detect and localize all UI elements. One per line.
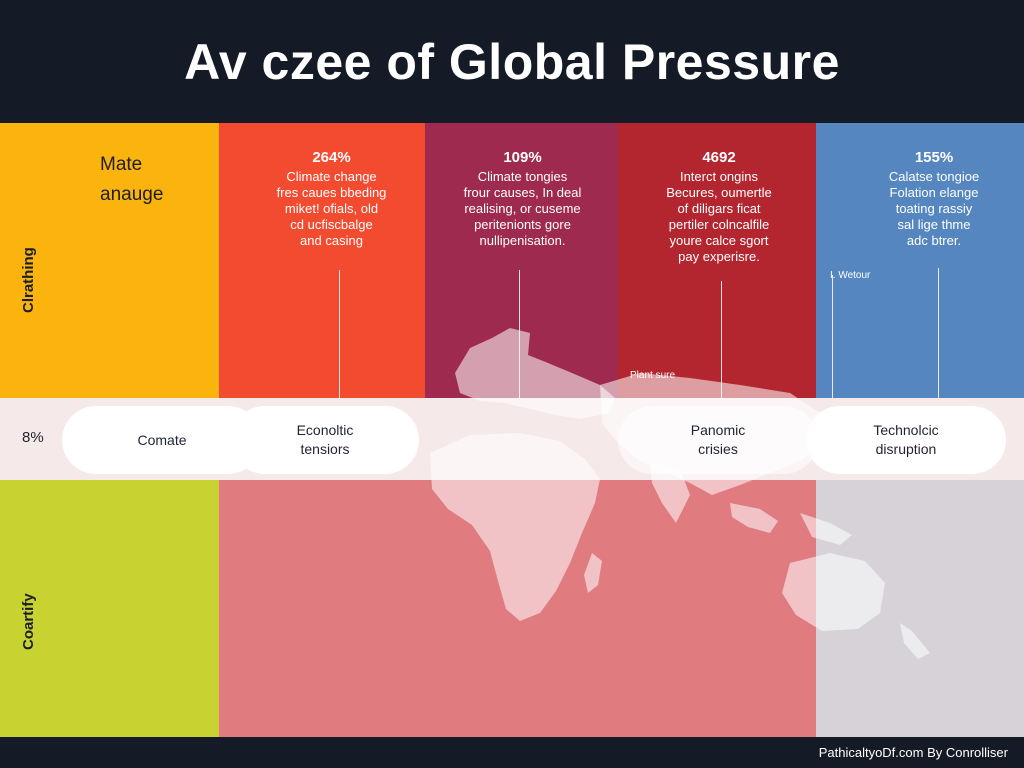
- stat-value: 4692: [702, 149, 736, 166]
- connector-line-3: [721, 281, 722, 398]
- pill-line1: Panomic: [690, 422, 746, 438]
- left-heading-line1: Mate: [100, 154, 143, 175]
- pill-economic: Econoltic tensiors: [231, 406, 419, 474]
- stat-text: Climate tongies frour causes, In deal re…: [463, 169, 582, 248]
- stat-block-1: 264% Climate change fres caues bbeding m…: [244, 150, 419, 249]
- pill-pandemic: Panomic crisies: [618, 406, 818, 474]
- pill-technologic: Technolcic disruption: [806, 406, 1006, 474]
- stat-text: Interct ongins Becures, oumertle of dili…: [666, 169, 772, 264]
- side-label-top: Clrathing: [20, 247, 37, 313]
- connector-line-5: [938, 268, 939, 398]
- infographic-stage: Clrathing Coartify Mate anauge 264% Clim…: [0, 123, 1024, 737]
- column-blue: [816, 123, 1024, 398]
- stat-block-4: 155% Calatse tongioe Folation elange toa…: [845, 150, 1023, 249]
- stat-value: 109%: [503, 149, 542, 166]
- page-title: Av czee of Global Pressure: [184, 33, 840, 90]
- stat-text: Calatse tongioe Folation elange toating …: [888, 169, 980, 248]
- column-grey: [816, 480, 1024, 737]
- pill-line1: Econoltic: [296, 422, 354, 438]
- pill-line2: crisies: [698, 441, 738, 457]
- column-red: [618, 123, 816, 398]
- left-heading: Mate anauge: [100, 150, 163, 210]
- blue-marker-label: I. Wetour: [830, 270, 871, 281]
- connector-line-4: [832, 275, 833, 398]
- header-bar: Av czee of Global Pressure: [0, 0, 1024, 123]
- side-label-bottom: Coartify: [20, 593, 37, 650]
- stat-value: 264%: [312, 149, 351, 166]
- pill-line1: Technolcic: [873, 422, 939, 438]
- column-lime: [0, 480, 219, 737]
- plant-label: Plant sure: [630, 370, 676, 381]
- band-percent: 8%: [22, 429, 44, 446]
- connector-line-2: [519, 270, 520, 398]
- pill-line2: tensiors: [300, 441, 350, 457]
- pill-line2: disruption: [875, 441, 937, 457]
- connector-line-1: [339, 270, 340, 398]
- stat-text: Climate change fres caues bbeding miket!…: [276, 169, 387, 248]
- footer-bar: PathicaltyoDf.com By Conrolliser: [0, 737, 1024, 768]
- credit-text: PathicaltyoDf.com By Conrolliser: [818, 745, 1008, 760]
- stat-value: 155%: [914, 149, 954, 166]
- left-heading-line2: anauge: [100, 184, 164, 205]
- column-orange-red: [219, 123, 425, 398]
- pill-line1: Comate: [137, 431, 187, 448]
- column-pink: [219, 480, 816, 737]
- column-yellow: [0, 123, 219, 398]
- stat-block-3: 4692 Interct ongins Becures, oumertle of…: [628, 150, 810, 265]
- pill-climate: Comate: [62, 406, 262, 474]
- stat-block-2: 109% Climate tongies frour causes, In de…: [435, 150, 610, 249]
